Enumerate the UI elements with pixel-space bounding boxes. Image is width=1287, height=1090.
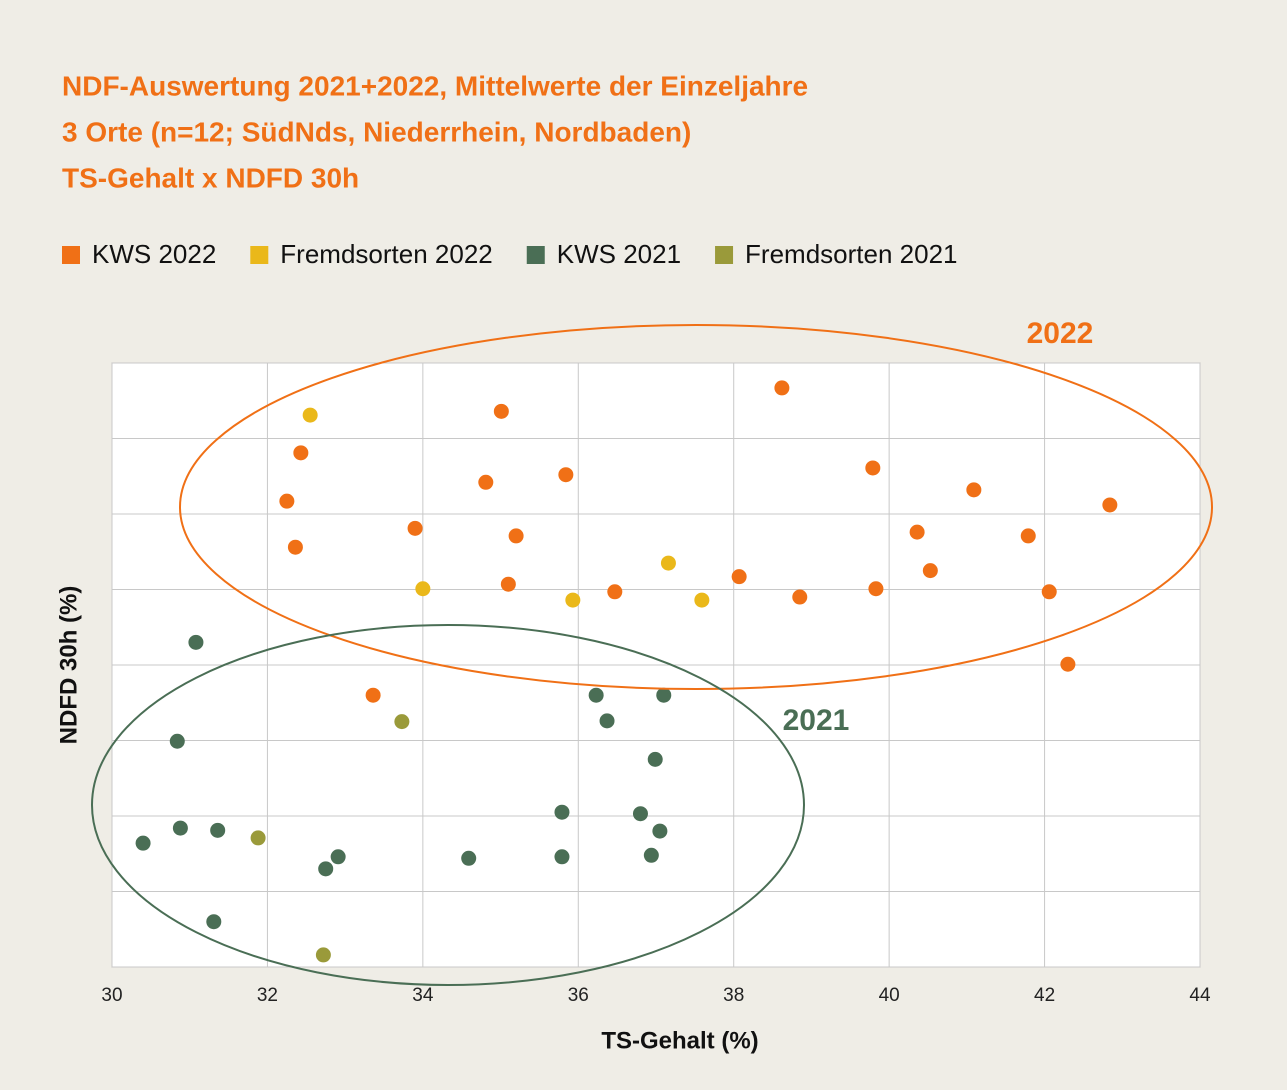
x-tick-label: 38 [723, 985, 744, 1006]
data-point [366, 688, 381, 703]
data-point [206, 914, 221, 929]
chart-title: TS-Gehalt x NDFD 30h [62, 162, 359, 193]
data-point [509, 528, 524, 543]
data-point [792, 590, 807, 605]
x-tick-label: 44 [1189, 985, 1211, 1006]
data-point [652, 824, 667, 839]
data-point [644, 848, 659, 863]
chart-title: NDF-Auswertung 2021+2022, Mittelwerte de… [62, 70, 808, 101]
x-tick-label: 36 [568, 985, 589, 1006]
data-point [173, 821, 188, 836]
data-point [501, 577, 516, 592]
data-point [694, 593, 709, 608]
legend-swatch [715, 246, 733, 264]
data-point [251, 830, 266, 845]
chart: NDF-Auswertung 2021+2022, Mittelwerte de… [0, 0, 1287, 1090]
data-point [316, 947, 331, 962]
x-tick-label: 34 [412, 985, 434, 1006]
data-point [565, 593, 580, 608]
x-tick-label: 30 [101, 985, 122, 1006]
data-point [210, 823, 225, 838]
data-point [774, 380, 789, 395]
data-point [910, 525, 925, 540]
data-point [408, 521, 423, 536]
data-point [415, 581, 430, 596]
data-point [554, 849, 569, 864]
legend-swatch [62, 246, 80, 264]
data-point [461, 851, 476, 866]
x-axis-label: TS-Gehalt (%) [601, 1027, 758, 1054]
data-point [1042, 584, 1057, 599]
annotation: 2022 [1027, 317, 1094, 350]
x-tick-label: 42 [1034, 985, 1055, 1006]
data-point [1102, 497, 1117, 512]
data-point [478, 475, 493, 490]
data-point [633, 806, 648, 821]
data-point [394, 714, 409, 729]
data-point [494, 404, 509, 419]
data-point [303, 408, 318, 423]
data-point [188, 635, 203, 650]
data-point [732, 569, 747, 584]
legend-label: KWS 2021 [557, 239, 681, 269]
legend-label: Fremdsorten 2021 [745, 239, 957, 269]
data-point [1021, 528, 1036, 543]
x-tick-label: 32 [257, 985, 278, 1006]
data-point [1060, 657, 1075, 672]
data-point [656, 688, 671, 703]
data-point [558, 467, 573, 482]
data-point [293, 445, 308, 460]
data-point [288, 540, 303, 555]
x-tick-label: 40 [879, 985, 900, 1006]
data-point [170, 734, 185, 749]
data-point [966, 482, 981, 497]
y-axis-label: NDFD 30h (%) [55, 586, 82, 745]
annotation: 2021 [783, 704, 850, 737]
chart-title: 3 Orte (n=12; SüdNds, Niederrhein, Nordb… [62, 116, 691, 147]
data-point [318, 861, 333, 876]
legend-swatch [527, 246, 545, 264]
legend-label: KWS 2022 [92, 239, 216, 269]
data-point [600, 713, 615, 728]
data-point [923, 563, 938, 578]
data-point [868, 581, 883, 596]
legend-swatch [250, 246, 268, 264]
data-point [661, 556, 676, 571]
data-point [331, 849, 346, 864]
data-point [607, 584, 622, 599]
data-point [865, 460, 880, 475]
data-point [589, 688, 604, 703]
data-point [554, 805, 569, 820]
legend-label: Fremdsorten 2022 [280, 239, 492, 269]
data-point [648, 752, 663, 767]
data-point [136, 836, 151, 851]
data-point [279, 494, 294, 509]
